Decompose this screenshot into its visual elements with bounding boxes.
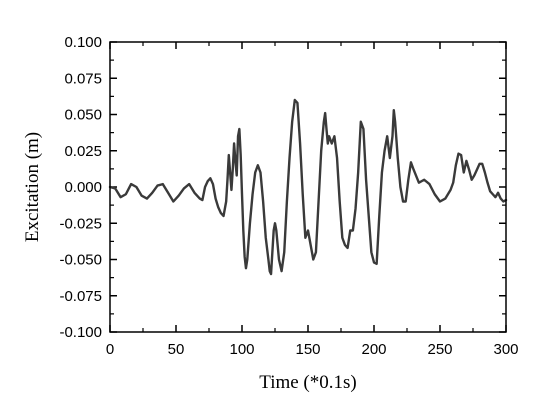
x-tick-label: 0: [106, 341, 114, 358]
labels-layer: 0 50 100 150 200 250 300 -0.100 -0.075 -0.050 -0.0…: [59, 34, 518, 358]
series-line: [108, 98, 508, 276]
x-tick-label: 200: [361, 341, 386, 358]
y-tick-label: 0.075: [64, 70, 102, 87]
y-tick-label: -0.100: [59, 324, 102, 341]
y-tick-label: -0.050: [59, 252, 102, 269]
ticks-layer: [109, 41, 507, 333]
x-tick-label: 50: [168, 341, 185, 358]
y-tick-label: -0.075: [59, 288, 102, 305]
series-layer: [108, 98, 508, 276]
x-tick-label: 100: [229, 341, 254, 358]
x-tick-label: 150: [295, 341, 320, 358]
x-axis-title: Time (*0.1s): [259, 372, 356, 393]
y-tick-label: 0.025: [64, 143, 102, 160]
x-tick-label: 250: [427, 341, 452, 358]
plot-frame: [109, 41, 507, 333]
y-tick-label: 0.050: [64, 107, 102, 124]
y-tick-label: -0.025: [59, 215, 102, 232]
y-tick-label: 0.100: [64, 34, 102, 51]
y-axis-title: Excitation (m): [22, 132, 43, 242]
x-tick-label: 300: [493, 341, 518, 358]
y-tick-label: 0.000: [64, 179, 102, 196]
